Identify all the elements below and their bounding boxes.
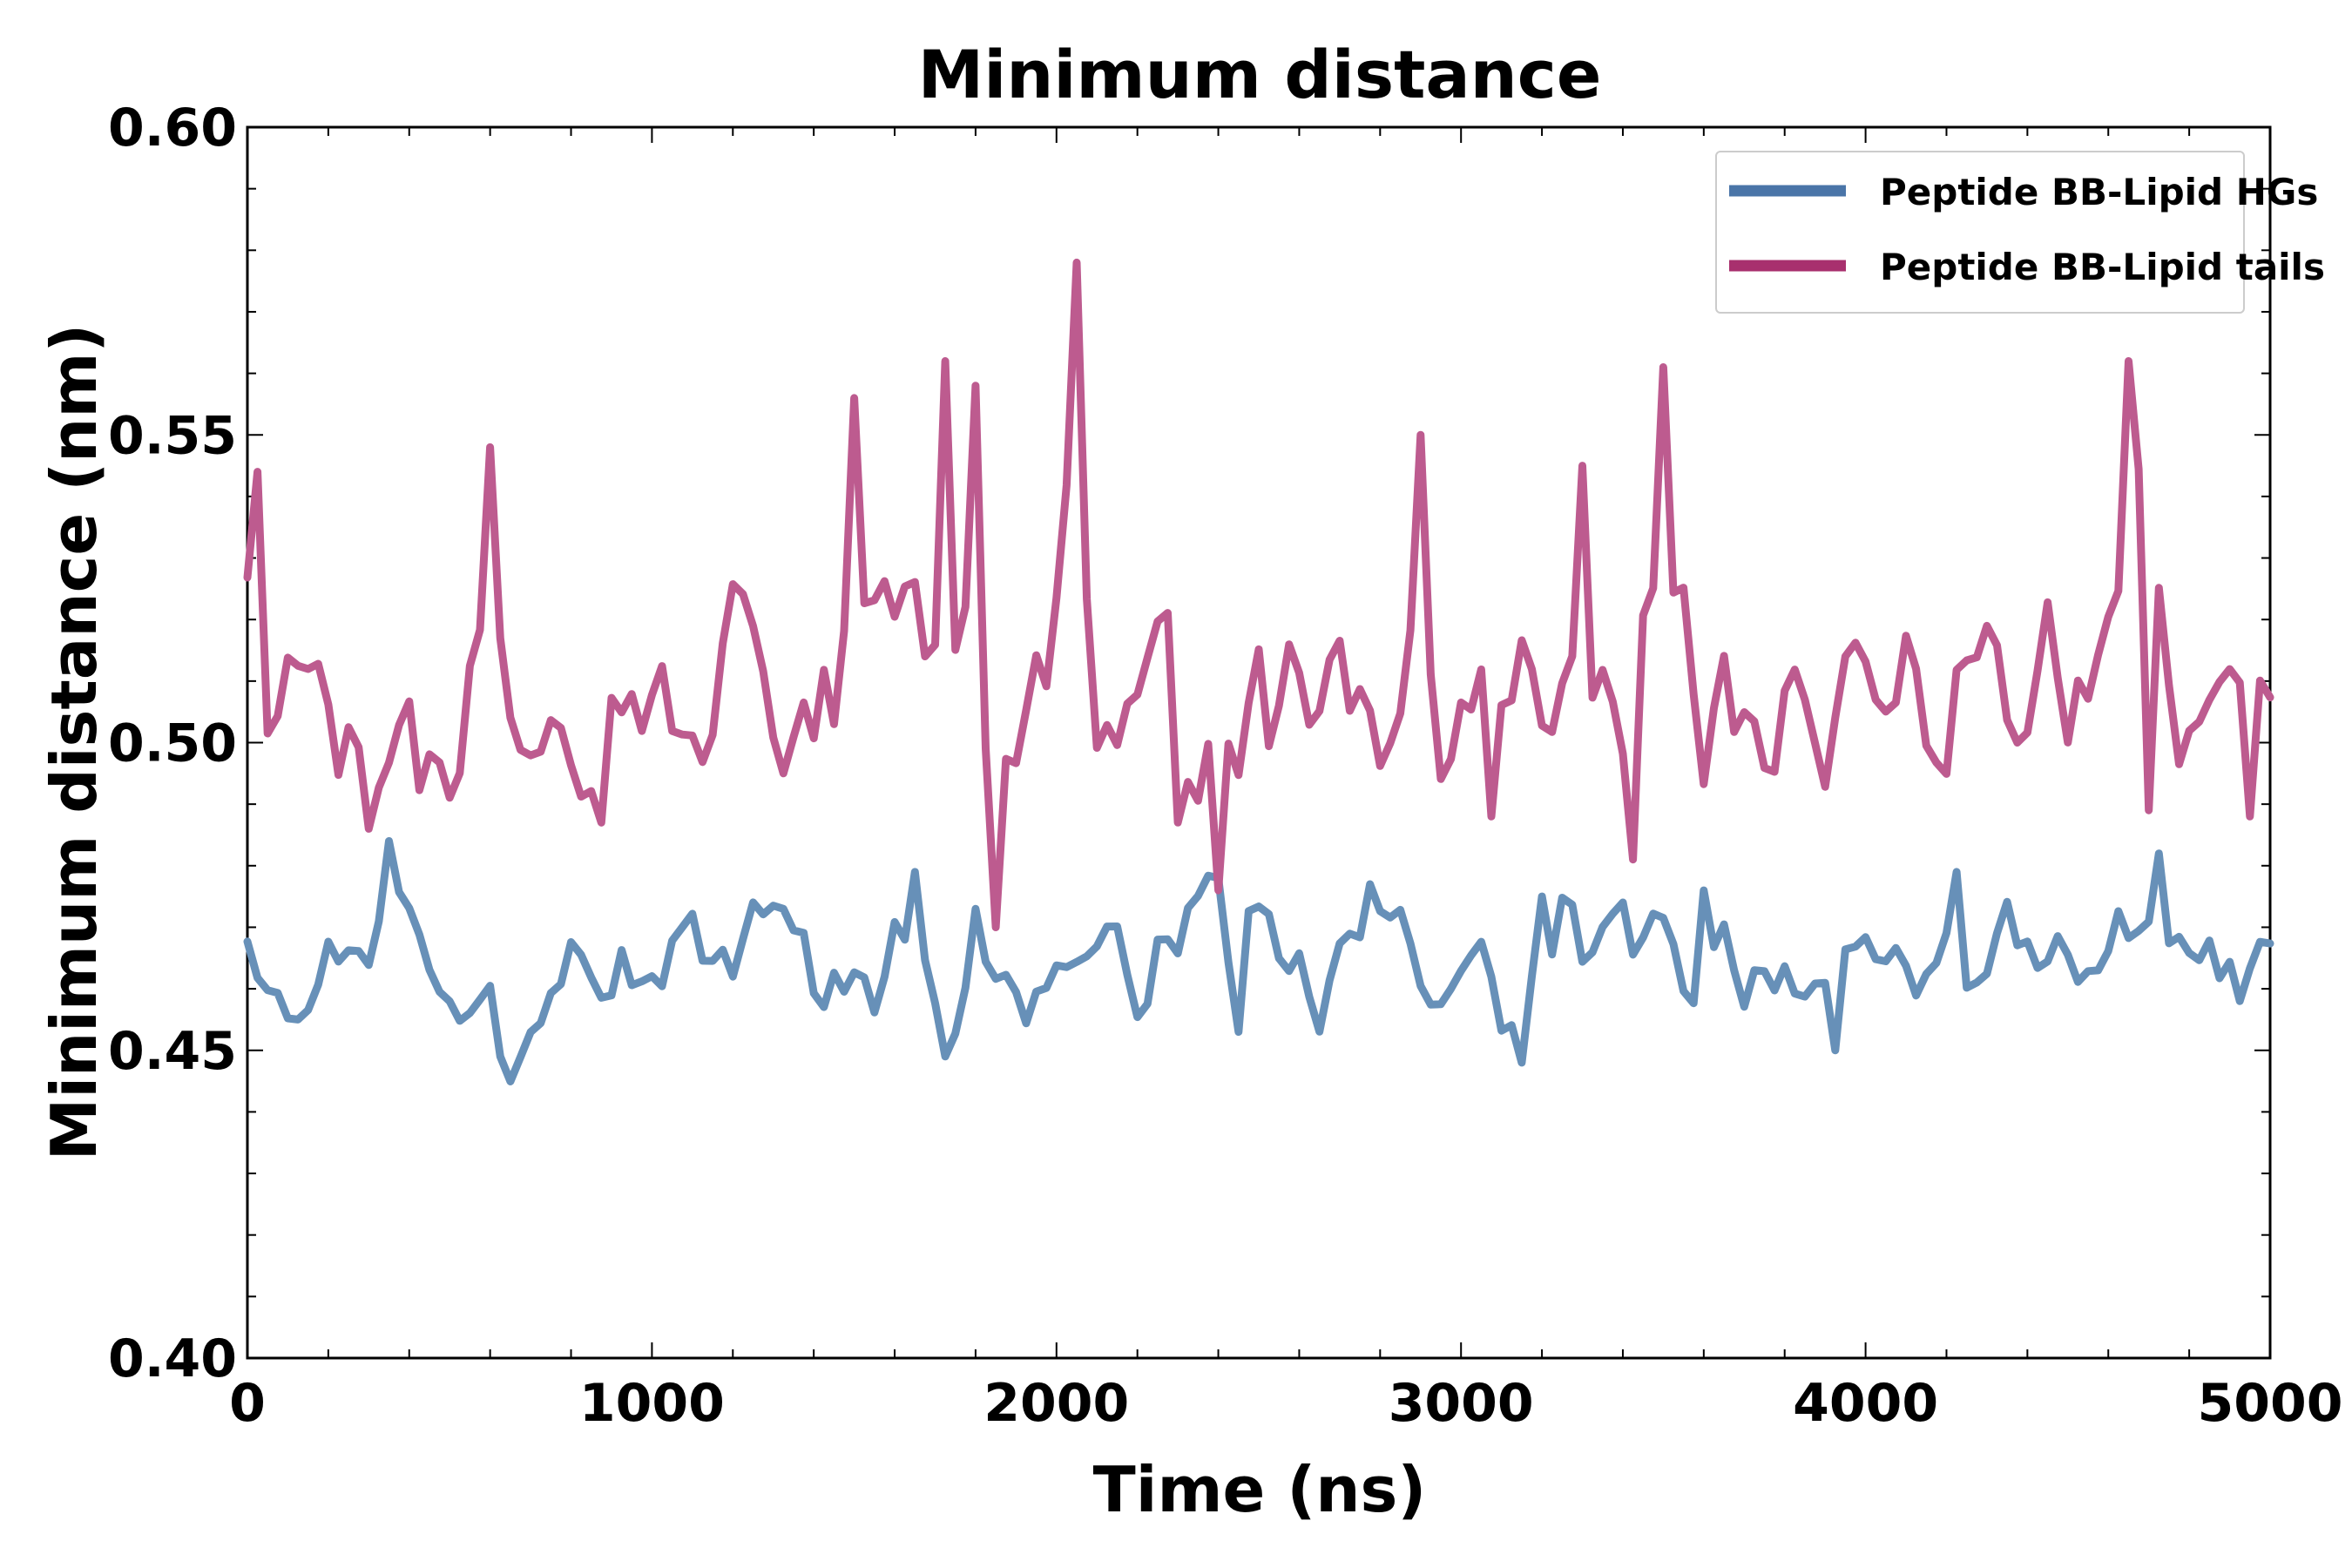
plot-area xyxy=(246,125,2272,1360)
axis-ticks xyxy=(247,126,2271,1359)
x-tick-label: 3000 xyxy=(1389,1373,1534,1434)
x-tick-label: 0 xyxy=(229,1373,266,1434)
x-tick-label: 4000 xyxy=(1793,1373,1938,1434)
y-tick-label: 0.40 xyxy=(108,1328,237,1389)
legend-label-hgs: Peptide BB-Lipid HGs xyxy=(1880,171,2318,213)
x-tick-label: 2000 xyxy=(983,1373,1129,1434)
legend-label-tails: Peptide BB-Lipid tails xyxy=(1880,246,2325,288)
series-line-hgs xyxy=(243,837,2274,1085)
y-tick-label: 0.55 xyxy=(108,405,237,466)
y-tick-label: 0.60 xyxy=(108,98,237,159)
legend-box xyxy=(1715,151,2245,314)
y-tick-label: 0.50 xyxy=(108,713,237,774)
y-tick-label: 0.45 xyxy=(108,1021,237,1082)
legend: Peptide BB-Lipid HGs Peptide BB-Lipid ta… xyxy=(1715,151,2325,314)
x-tick-label: 5000 xyxy=(2198,1373,2343,1434)
tick-labels: 0 1000 2000 3000 4000 5000 0.40 0.45 0.50 0.55 0.6… xyxy=(108,98,2343,1434)
y-axis-label: Minimum distance (nm) xyxy=(37,324,111,1161)
chart-title: Minimum distance xyxy=(918,36,1602,113)
data-series xyxy=(243,258,2274,1085)
series-line-tails xyxy=(243,258,2274,931)
x-axis-label: Time (ns) xyxy=(1093,1453,1427,1526)
x-tick-label: 1000 xyxy=(579,1373,725,1434)
